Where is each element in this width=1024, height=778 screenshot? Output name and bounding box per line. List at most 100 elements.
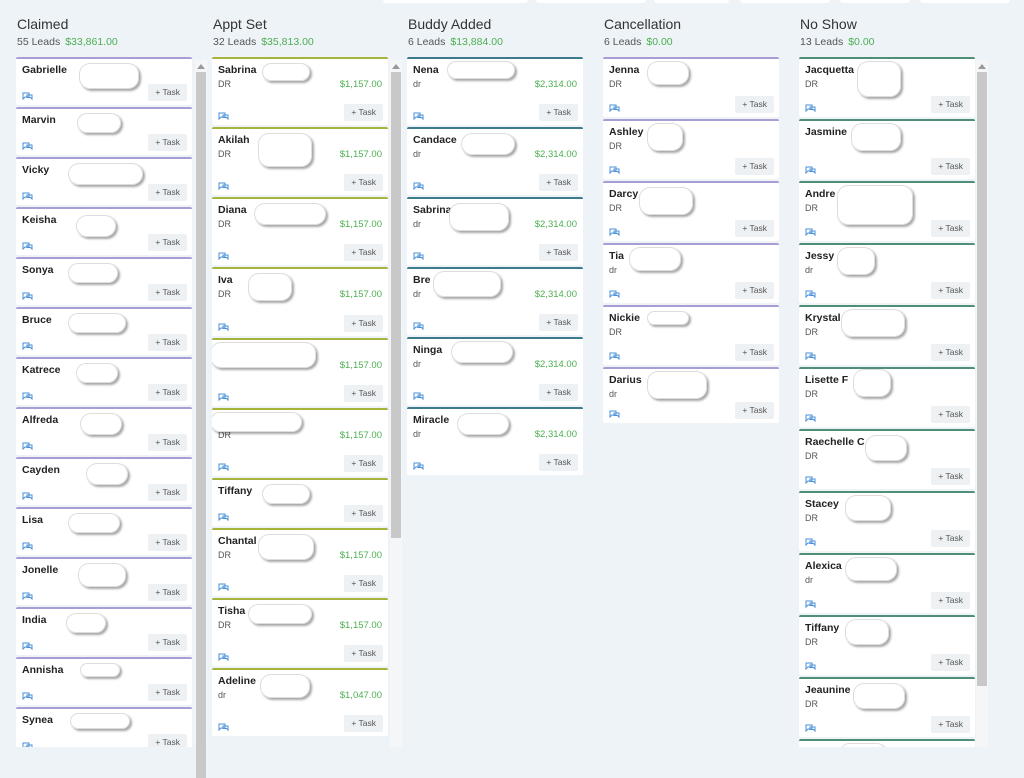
chat-bubbles-icon[interactable]: [22, 238, 33, 251]
lead-name[interactable]: Iva: [218, 274, 233, 286]
lead-card[interactable]: Nickie DR + Task: [603, 305, 779, 365]
chat-bubbles-icon[interactable]: [805, 658, 816, 671]
lead-name[interactable]: Adeline: [218, 675, 256, 687]
lead-name[interactable]: Darius: [609, 374, 642, 386]
lead-card[interactable]: Raechelle C DR + Task: [799, 429, 975, 489]
lead-card[interactable]: Katrece + Task: [16, 357, 192, 405]
lead-card[interactable]: Tiffany DR + Task: [799, 615, 975, 675]
lead-name[interactable]: Annisha: [22, 664, 64, 676]
lead-card[interactable]: Bruce + Task: [16, 307, 192, 355]
add-task-button[interactable]: + Task: [735, 158, 774, 175]
lead-card[interactable]: Adeline dr $1,047.00 + Task: [212, 668, 388, 736]
add-task-button[interactable]: + Task: [148, 584, 187, 601]
chat-bubbles-icon[interactable]: [805, 534, 816, 547]
chat-bubbles-icon[interactable]: [609, 100, 620, 113]
lead-card[interactable]: Ashley DR + Task: [603, 119, 779, 179]
lead-name[interactable]: Lisa: [22, 514, 44, 526]
lead-name[interactable]: Tia: [609, 250, 624, 262]
add-task-button[interactable]: + Task: [148, 384, 187, 401]
chat-bubbles-icon[interactable]: [805, 224, 816, 237]
chat-bubbles-icon[interactable]: [218, 248, 229, 261]
add-task-button[interactable]: + Task: [344, 244, 383, 261]
lead-card[interactable]: Jonelle + Task: [16, 557, 192, 605]
chat-bubbles-icon[interactable]: [609, 224, 620, 237]
chat-bubbles-icon[interactable]: [413, 248, 424, 261]
lead-card[interactable]: Darcy DR + Task: [603, 181, 779, 241]
add-task-button[interactable]: + Task: [931, 282, 970, 299]
scroll-thumb[interactable]: [977, 72, 987, 686]
add-task-button[interactable]: + Task: [931, 406, 970, 423]
lead-name[interactable]: Bruce: [22, 314, 52, 326]
chat-bubbles-icon[interactable]: [218, 178, 229, 191]
lead-name[interactable]: Andre: [805, 188, 836, 200]
lead-name[interactable]: Jacquetta: [805, 64, 855, 76]
lead-card[interactable]: Jacquetta DR + Task: [799, 57, 975, 117]
chat-bubbles-icon[interactable]: [805, 162, 816, 175]
chat-bubbles-icon[interactable]: [413, 108, 424, 121]
add-task-button[interactable]: + Task: [735, 344, 774, 361]
lead-card[interactable]: Andre DR + Task: [799, 181, 975, 241]
lead-name[interactable]: Katrece: [22, 364, 61, 376]
chat-bubbles-icon[interactable]: [218, 649, 229, 662]
chat-bubbles-icon[interactable]: [805, 410, 816, 423]
chat-bubbles-icon[interactable]: [218, 108, 229, 121]
lead-name[interactable]: Jeaunine: [805, 684, 851, 696]
add-task-button[interactable]: + Task: [148, 684, 187, 701]
claimed-scrollbar[interactable]: [195, 60, 207, 778]
lead-card[interactable]: Gabrielle + Task: [16, 57, 192, 105]
add-task-button[interactable]: + Task: [931, 96, 970, 113]
lead-name[interactable]: Miracle: [413, 414, 450, 426]
add-task-button[interactable]: + Task: [148, 334, 187, 351]
chat-bubbles-icon[interactable]: [805, 472, 816, 485]
no-show-scrollbar[interactable]: [976, 60, 988, 747]
lead-name[interactable]: Darcy: [609, 188, 639, 200]
add-task-button[interactable]: + Task: [931, 468, 970, 485]
lead-name[interactable]: Tisha: [218, 605, 246, 617]
chat-bubbles-icon[interactable]: [413, 388, 424, 401]
add-task-button[interactable]: + Task: [539, 384, 578, 401]
scroll-thumb[interactable]: [391, 72, 401, 538]
add-task-button[interactable]: + Task: [344, 455, 383, 472]
lead-card[interactable]: Ninga dr $2,314.00 + Task: [407, 337, 583, 405]
lead-card[interactable]: Diana DR $1,157.00 + Task: [212, 197, 388, 265]
chat-bubbles-icon[interactable]: [609, 162, 620, 175]
chat-bubbles-icon[interactable]: [22, 538, 33, 551]
lead-name[interactable]: India: [22, 614, 47, 626]
chat-bubbles-icon[interactable]: [22, 188, 33, 201]
chat-bubbles-icon[interactable]: [805, 348, 816, 361]
add-task-button[interactable]: + Task: [539, 104, 578, 121]
lead-card[interactable]: Alexica dr + Task: [799, 553, 975, 613]
add-task-button[interactable]: + Task: [148, 284, 187, 301]
lead-card[interactable]: Cayden + Task: [16, 457, 192, 505]
lead-card[interactable]: Vicky + Task: [16, 157, 192, 205]
chat-bubbles-icon[interactable]: [218, 579, 229, 592]
lead-name[interactable]: Ninga: [413, 344, 443, 356]
lead-name[interactable]: Raechelle C: [805, 436, 865, 448]
add-task-button[interactable]: + Task: [931, 220, 970, 237]
lead-card[interactable]: Keisha + Task: [16, 207, 192, 255]
lead-card[interactable]: Akilah DR $1,157.00 + Task: [212, 127, 388, 195]
lead-name[interactable]: Tiffany: [218, 485, 253, 497]
add-task-button[interactable]: + Task: [148, 134, 187, 151]
lead-name[interactable]: Marvin: [22, 114, 56, 126]
lead-card[interactable]: DR$1,157.00+ Task: [212, 338, 388, 406]
chat-bubbles-icon[interactable]: [218, 719, 229, 732]
add-task-button[interactable]: + Task: [931, 158, 970, 175]
lead-name[interactable]: Tiffany: [805, 622, 840, 634]
lead-name[interactable]: Alexica: [805, 560, 842, 572]
lead-card[interactable]: Lisette F DR + Task: [799, 367, 975, 427]
lead-name[interactable]: Jonelle: [22, 564, 59, 576]
lead-name[interactable]: Keisha: [22, 214, 57, 226]
lead-card[interactable]: Sabrina DR $1,157.00 + Task: [212, 57, 388, 125]
add-task-button[interactable]: + Task: [344, 385, 383, 402]
add-task-button[interactable]: + Task: [931, 344, 970, 361]
scroll-up-arrow[interactable]: [197, 64, 205, 69]
lead-name[interactable]: Bre: [413, 274, 431, 286]
add-task-button[interactable]: + Task: [148, 234, 187, 251]
chat-bubbles-icon[interactable]: [609, 406, 620, 419]
chat-bubbles-icon[interactable]: [22, 438, 33, 451]
chat-bubbles-icon[interactable]: [413, 178, 424, 191]
add-task-button[interactable]: + Task: [148, 434, 187, 451]
lead-card[interactable]: Jasmine + Task: [799, 119, 975, 179]
chat-bubbles-icon[interactable]: [218, 509, 229, 522]
